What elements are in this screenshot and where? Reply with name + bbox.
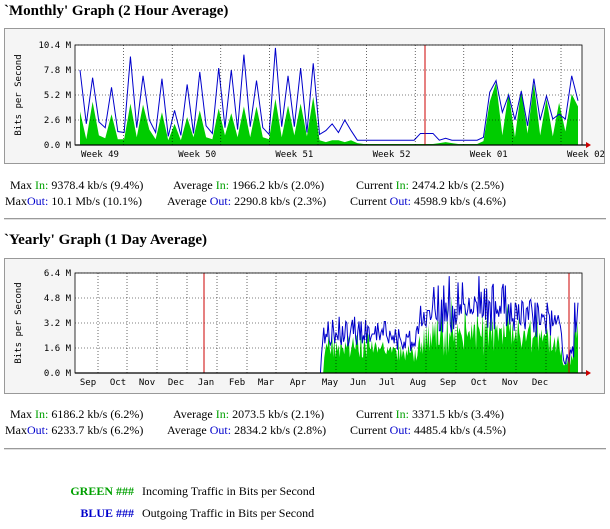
cur-label: Current [350,194,387,208]
x-tick-label: Week 49 [81,150,119,160]
x-tick-label: May [322,378,339,388]
x-tick-label: Oct [110,378,126,388]
cur-label: Current [356,407,393,421]
x-tick-label: Nov [502,378,518,388]
yearly-graph: Bits per Second 0.0 M 1.6 M 3.2 M 4.8 M 6.4 M… [4,258,605,394]
y-tick-label: 7.8 M [44,66,72,76]
y-tick-label: 0.0 M [44,369,72,379]
cur-out-value: 4598.9 kb/s (4.6%) [414,194,506,208]
x-tick-label: Jun [350,378,366,388]
out-label: Out: [389,194,411,208]
avg-label: Average [167,194,207,208]
x-tick-label: Sep [80,378,96,388]
y-tick-label: 1.6 M [44,344,72,354]
x-tick-label: Week 50 [178,150,216,160]
out-label: Out: [389,423,411,437]
avg-out-value: 2834.2 kb/s (2.8%) [234,423,327,437]
series-in-area [80,82,578,145]
max-label: Max [10,178,32,192]
x-tick-label: Jan [198,378,214,388]
y-tick-label: 4.8 M [44,294,72,304]
legend-outgoing: BLUE ### Outgoing Traffic in Bits per Sec… [68,506,314,521]
x-tick-label: Apr [290,378,307,388]
outgoing-legend-text: Outgoing Traffic in Bits per Second [142,506,315,520]
y-tick-label: 2.6 M [44,116,72,126]
avg-in-value: 2073.5 kb/s (2.1%) [232,407,325,421]
max-in-value: 6186.2 kb/s (6.2%) [51,407,144,421]
x-tick-label: Jul [379,378,395,388]
monthly-chart-svg: Bits per Second 0.0 M 2.6 M 5.2 M 7.8 M 10.4 … [14,41,605,160]
in-label: In: [215,178,230,192]
incoming-legend-text: Incoming Traffic in Bits per Second [142,484,315,498]
max-label: Max [5,194,27,208]
out-label: Out: [27,423,49,437]
x-tick-label: Aug [410,378,426,388]
x-tick-label: Dec [532,378,548,388]
avg-label: Average [173,407,213,421]
x-tick-label: Dec [168,378,184,388]
monthly-graph-title: `Monthly' Graph (2 Hour Average) [4,3,229,19]
avg-label: Average [167,423,207,437]
in-label: In: [35,407,49,421]
max-in-value: 9378.4 kb/s (9.4%) [51,178,144,192]
x-tick-label: Week 51 [275,150,313,160]
avg-in-value: 1966.2 kb/s (2.0%) [232,178,325,192]
cur-in-value: 3371.5 kb/s (3.4%) [412,407,504,421]
cur-out-value: 4485.4 kb/s (4.5%) [414,423,506,437]
y-axis-label: Bits per Second [14,54,24,135]
cur-in-value: 2474.2 kb/s (2.5%) [412,178,504,192]
yearly-chart-svg: Bits per Second 0.0 M 1.6 M 3.2 M 4.8 M 6.4 M… [14,269,591,388]
in-label: In: [35,178,49,192]
legend-incoming: GREEN ### Incoming Traffic in Bits per Se… [68,484,315,499]
x-axis-arrow [586,142,591,148]
y-tick-label: 6.4 M [44,269,72,279]
green-key: GREEN ### [70,484,134,498]
x-tick-label: Oct [471,378,487,388]
x-tick-label: Week 52 [373,150,411,160]
x-tick-label: Mar [258,378,275,388]
max-out-value: 6233.7 kb/s (6.2%) [51,423,144,437]
x-tick-label: Feb [229,378,245,388]
y-tick-label: 5.2 M [44,91,72,101]
x-tick-label: Week 02 [567,150,605,160]
x-tick-label: Week 01 [470,150,508,160]
y-tick-label: 10.4 M [38,41,71,51]
in-label: In: [395,407,409,421]
out-label: Out: [209,423,232,437]
x-tick-label: Nov [139,378,155,388]
divider [4,218,606,220]
avg-out-value: 2290.8 kb/s (2.3%) [234,194,327,208]
out-label: Out: [27,194,49,208]
cur-label: Current [350,423,387,437]
yearly-graph-title: `Yearly' Graph (1 Day Average) [4,232,208,248]
out-label: Out: [209,194,232,208]
in-label: In: [395,178,409,192]
cur-label: Current [356,178,393,192]
in-label: In: [215,407,230,421]
avg-label: Average [173,178,213,192]
x-tick-label: Sep [440,378,456,388]
y-tick-label: 3.2 M [44,319,72,329]
max-out-value: 10.1 Mb/s (10.1%) [51,194,143,208]
blue-key: BLUE ### [80,506,134,520]
max-label: Max [10,407,32,421]
y-tick-label: 0.0 M [44,141,72,151]
divider [4,448,606,450]
y-axis-label: Bits per Second [14,282,24,363]
max-label: Max [5,423,27,437]
monthly-graph: Bits per Second 0.0 M 2.6 M 5.2 M 7.8 M 10.4 … [4,28,605,164]
series-out-line [79,47,579,141]
x-axis-arrow [586,370,591,376]
